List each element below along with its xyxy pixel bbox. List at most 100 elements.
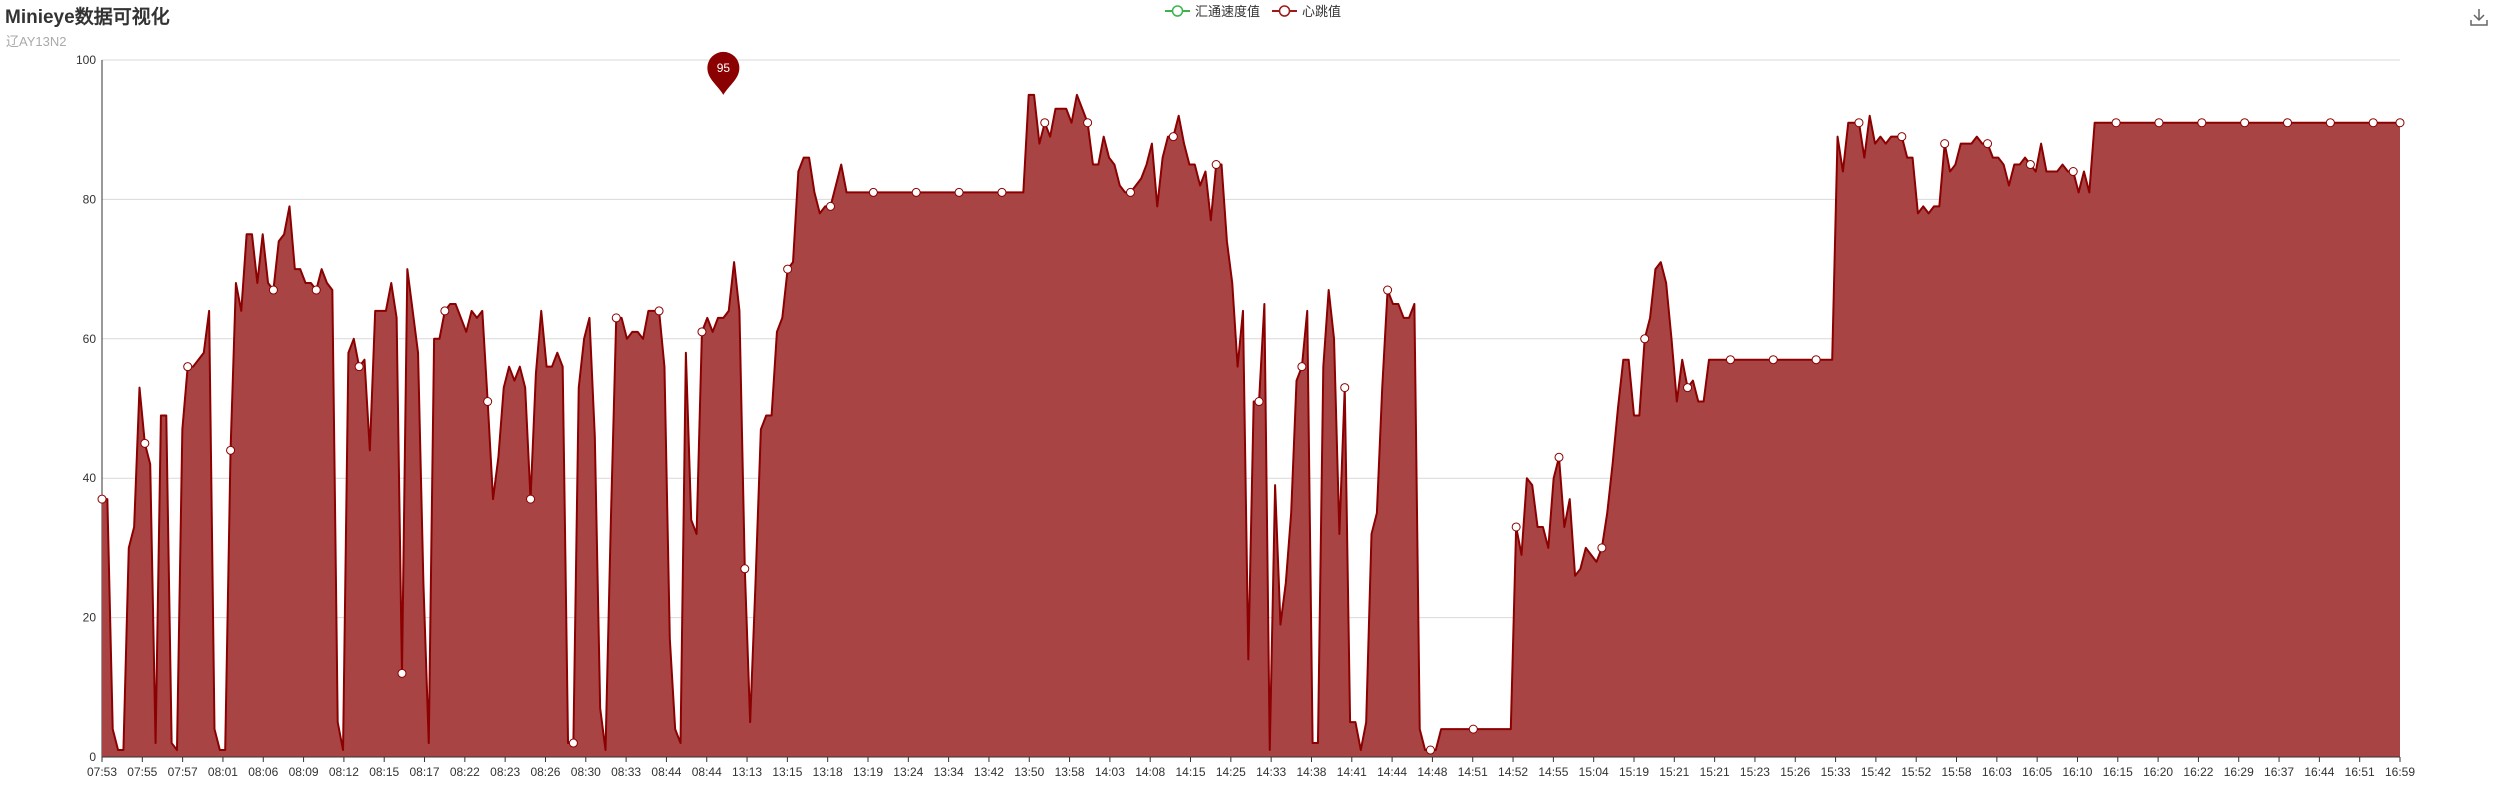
- x-tick-label: 07:57: [168, 765, 198, 779]
- max-marker-pin[interactable]: [707, 51, 740, 95]
- chart-subtitle: 辽AY13N2: [6, 34, 67, 49]
- x-tick-label: 07:53: [87, 765, 117, 779]
- max-marker-label: 95: [717, 61, 731, 75]
- x-tick-label: 14:15: [1176, 765, 1206, 779]
- data-point[interactable]: [1725, 355, 1735, 365]
- data-point[interactable]: [2368, 118, 2378, 128]
- x-tick-label: 16:03: [1982, 765, 2012, 779]
- legend-line-circle-icon: [1272, 4, 1298, 17]
- data-point[interactable]: [654, 306, 664, 316]
- data-point[interactable]: [1940, 139, 1950, 149]
- data-point[interactable]: [1425, 745, 1435, 755]
- data-point[interactable]: [568, 738, 578, 748]
- x-tick-label: 08:44: [651, 765, 681, 779]
- data-point[interactable]: [1854, 118, 1864, 128]
- legend: 汇通速度值 心跳值: [1165, 1, 1341, 20]
- y-tick-label: 100: [76, 53, 96, 67]
- data-point[interactable]: [868, 187, 878, 197]
- x-tick-label: 15:42: [1861, 765, 1891, 779]
- data-point[interactable]: [1597, 543, 1607, 553]
- data-point[interactable]: [1211, 160, 1221, 170]
- data-point[interactable]: [397, 668, 407, 678]
- x-tick-label: 14:51: [1458, 765, 1488, 779]
- data-point[interactable]: [911, 187, 921, 197]
- data-point[interactable]: [2111, 118, 2121, 128]
- data-point[interactable]: [1554, 452, 1564, 462]
- data-point[interactable]: [311, 285, 321, 295]
- data-point[interactable]: [2240, 118, 2250, 128]
- data-point[interactable]: [1683, 383, 1693, 393]
- data-point[interactable]: [1768, 355, 1778, 365]
- x-tick-label: 16:37: [2264, 765, 2294, 779]
- x-tick-label: 14:03: [1095, 765, 1125, 779]
- data-point[interactable]: [440, 306, 450, 316]
- data-point[interactable]: [1125, 187, 1135, 197]
- data-point[interactable]: [354, 362, 364, 372]
- legend-item-speed[interactable]: 汇通速度值: [1165, 1, 1260, 20]
- x-tick-label: 13:19: [853, 765, 883, 779]
- series-area-heartbeat: [102, 94, 2400, 758]
- series-line-heartbeat: [102, 93, 2400, 752]
- data-point[interactable]: [2395, 118, 2405, 128]
- x-tick-label: 16:59: [2385, 765, 2415, 779]
- legend-label-speed: 汇通速度值: [1195, 4, 1261, 19]
- y-tick-label: 60: [83, 332, 97, 346]
- download-button[interactable]: [2468, 6, 2490, 28]
- legend-item-heartbeat[interactable]: 心跳值: [1272, 1, 1341, 20]
- x-tick-label: 14:55: [1538, 765, 1568, 779]
- data-point[interactable]: [1254, 397, 1264, 407]
- x-tick-label: 14:44: [1377, 765, 1407, 779]
- x-tick-label: 16:51: [2345, 765, 2375, 779]
- data-point[interactable]: [611, 313, 621, 323]
- data-point[interactable]: [2283, 118, 2293, 128]
- x-tick-label: 15:23: [1740, 765, 1770, 779]
- x-tick-label: 15:33: [1821, 765, 1851, 779]
- data-point[interactable]: [2197, 118, 2207, 128]
- data-point[interactable]: [2068, 167, 2078, 177]
- data-point[interactable]: [697, 327, 707, 337]
- data-point[interactable]: [1297, 362, 1307, 372]
- data-point[interactable]: [2025, 160, 2035, 170]
- data-point[interactable]: [1168, 132, 1178, 142]
- x-tick-label: 16:20: [2143, 765, 2173, 779]
- x-tick-label: 16:22: [2183, 765, 2213, 779]
- y-tick-label: 0: [89, 750, 96, 764]
- data-point[interactable]: [740, 564, 750, 574]
- legend-label-heartbeat: 心跳值: [1302, 4, 1342, 19]
- x-tick-label: 08:12: [329, 765, 359, 779]
- data-point[interactable]: [1897, 132, 1907, 142]
- data-point[interactable]: [97, 494, 107, 504]
- data-point[interactable]: [268, 285, 278, 295]
- y-tick-label: 80: [83, 192, 97, 206]
- data-point[interactable]: [2154, 118, 2164, 128]
- data-point[interactable]: [954, 187, 964, 197]
- data-point[interactable]: [1340, 383, 1350, 393]
- data-point[interactable]: [226, 445, 236, 455]
- data-point[interactable]: [826, 201, 836, 211]
- data-point[interactable]: [1511, 522, 1521, 532]
- x-tick-label: 08:01: [208, 765, 238, 779]
- data-point[interactable]: [997, 187, 1007, 197]
- x-tick-label: 08:06: [248, 765, 278, 779]
- data-point[interactable]: [1040, 118, 1050, 128]
- data-point[interactable]: [1383, 285, 1393, 295]
- x-tick-label: 14:25: [1216, 765, 1246, 779]
- data-point[interactable]: [1468, 724, 1478, 734]
- data-point[interactable]: [1640, 334, 1650, 344]
- x-tick-label: 15:58: [1942, 765, 1972, 779]
- data-point[interactable]: [783, 264, 793, 274]
- data-point[interactable]: [2325, 118, 2335, 128]
- x-tick-label: 14:08: [1135, 765, 1165, 779]
- data-point[interactable]: [183, 362, 193, 372]
- x-tick-label: 15:21: [1700, 765, 1730, 779]
- x-tick-label: 15:04: [1579, 765, 1609, 779]
- x-tick-label: 16:15: [2103, 765, 2133, 779]
- x-tick-label: 08:33: [611, 765, 641, 779]
- data-point[interactable]: [483, 397, 493, 407]
- data-point[interactable]: [1983, 139, 1993, 149]
- data-point[interactable]: [526, 494, 536, 504]
- data-point[interactable]: [1083, 118, 1093, 128]
- data-point[interactable]: [140, 438, 150, 448]
- data-point[interactable]: [1811, 355, 1821, 365]
- x-tick-label: 14:52: [1498, 765, 1528, 779]
